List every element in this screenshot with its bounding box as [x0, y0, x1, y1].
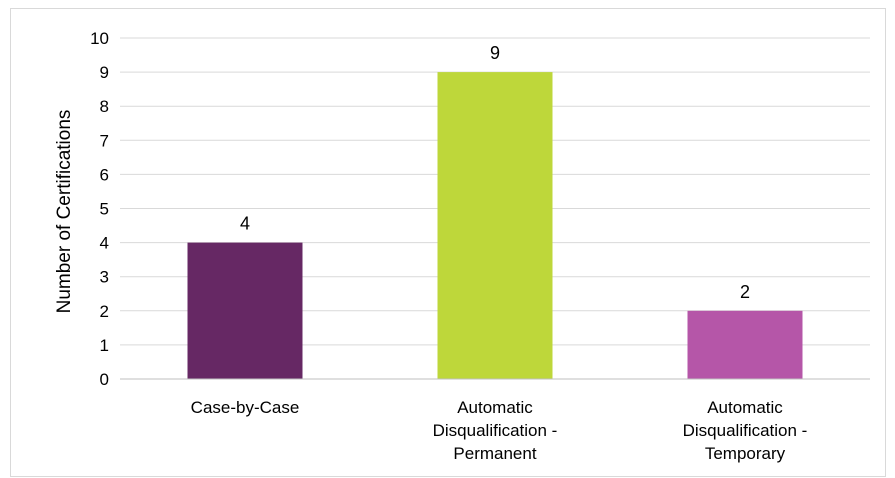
y-tick-label: 9 — [100, 63, 109, 82]
y-tick-label: 5 — [100, 200, 109, 219]
y-tick-label: 4 — [100, 234, 109, 253]
x-axis-categories: Case-by-Case Automatic Disqualification -P… — [191, 398, 808, 463]
x-category-label: Automatic Disqualification -Permanent — [433, 398, 558, 463]
y-tick-label: 3 — [100, 268, 109, 287]
y-tick-label: 2 — [100, 302, 109, 321]
y-axis-title: Number of Certifications — [54, 110, 75, 314]
y-tick-label: 0 — [100, 370, 109, 389]
bar — [437, 72, 553, 379]
data-labels: 4 9 2 — [240, 43, 750, 302]
data-label: 2 — [740, 282, 750, 302]
y-tick-label: 8 — [100, 97, 109, 116]
y-tick-label: 6 — [100, 165, 109, 184]
y-tick-label: 7 — [100, 131, 109, 150]
y-tick-label: 1 — [100, 336, 109, 355]
bars — [187, 72, 803, 379]
data-label: 9 — [490, 43, 500, 63]
bar — [187, 242, 303, 379]
x-category-label: Automatic Disqualification -Temporary — [683, 398, 808, 463]
x-category-label: Case-by-Case — [191, 398, 300, 417]
y-axis-ticks: 0 1 2 3 4 5 6 7 8 9 10 — [90, 29, 109, 389]
y-tick-label: 10 — [90, 29, 109, 48]
data-label: 4 — [240, 214, 250, 234]
bar — [687, 310, 803, 379]
